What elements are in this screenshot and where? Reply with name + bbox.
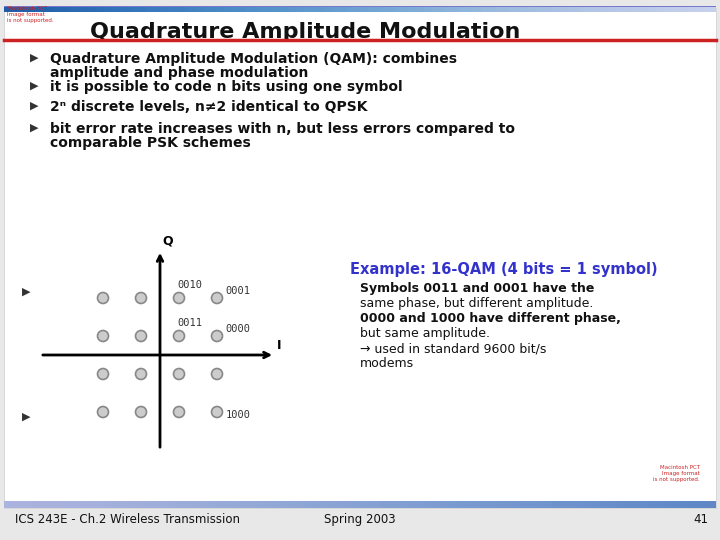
Circle shape bbox=[135, 368, 146, 380]
Text: ▶: ▶ bbox=[22, 287, 30, 297]
Bar bbox=[4, 501, 716, 508]
Text: ▶: ▶ bbox=[30, 123, 38, 133]
Circle shape bbox=[212, 330, 222, 341]
Text: ▶: ▶ bbox=[30, 53, 38, 63]
Text: ▶: ▶ bbox=[30, 81, 38, 91]
Text: ▶: ▶ bbox=[22, 412, 30, 422]
Text: bit error rate increases with n, but less errors compared to: bit error rate increases with n, but les… bbox=[50, 122, 515, 136]
Text: Quadrature Amplitude Modulation (QAM): combines: Quadrature Amplitude Modulation (QAM): c… bbox=[50, 52, 457, 66]
Circle shape bbox=[97, 368, 109, 380]
Circle shape bbox=[174, 293, 184, 303]
Circle shape bbox=[174, 368, 184, 380]
Text: Quadrature Amplitude Modulation: Quadrature Amplitude Modulation bbox=[90, 22, 521, 42]
Circle shape bbox=[97, 293, 109, 303]
Text: it is possible to code n bits using one symbol: it is possible to code n bits using one … bbox=[50, 80, 402, 94]
Text: Spring 2003: Spring 2003 bbox=[324, 513, 396, 526]
Circle shape bbox=[135, 293, 146, 303]
Circle shape bbox=[97, 330, 109, 341]
Circle shape bbox=[135, 407, 146, 417]
Text: Macintosh PCT
Image format
is not supported.: Macintosh PCT Image format is not suppor… bbox=[7, 6, 53, 23]
Text: I: I bbox=[277, 339, 282, 352]
Text: modems: modems bbox=[360, 357, 414, 370]
Text: → used in standard 9600 bit/s: → used in standard 9600 bit/s bbox=[360, 342, 546, 355]
Text: Q: Q bbox=[162, 234, 173, 247]
Text: 0001: 0001 bbox=[225, 286, 251, 296]
Circle shape bbox=[135, 330, 146, 341]
Text: Example: 16-QAM (4 bits = 1 symbol): Example: 16-QAM (4 bits = 1 symbol) bbox=[350, 262, 657, 277]
Circle shape bbox=[212, 407, 222, 417]
Circle shape bbox=[174, 407, 184, 417]
Bar bbox=[4, 6, 716, 12]
Text: 41: 41 bbox=[693, 513, 708, 526]
Circle shape bbox=[97, 407, 109, 417]
Circle shape bbox=[212, 368, 222, 380]
Text: comparable PSK schemes: comparable PSK schemes bbox=[50, 136, 251, 150]
Text: ICS 243E - Ch.2 Wireless Transmission: ICS 243E - Ch.2 Wireless Transmission bbox=[15, 513, 240, 526]
Text: 2ⁿ discrete levels, n≠2 identical to QPSK: 2ⁿ discrete levels, n≠2 identical to QPS… bbox=[50, 100, 367, 114]
Text: 0010: 0010 bbox=[177, 280, 202, 291]
Circle shape bbox=[174, 330, 184, 341]
Text: ▶: ▶ bbox=[30, 101, 38, 111]
Text: amplitude and phase modulation: amplitude and phase modulation bbox=[50, 66, 308, 80]
Text: but same amplitude.: but same amplitude. bbox=[360, 327, 490, 340]
Text: Macintosh PCT
Image format
is not supported.: Macintosh PCT Image format is not suppor… bbox=[653, 465, 700, 482]
Text: Symbols 0011 and 0001 have the: Symbols 0011 and 0001 have the bbox=[360, 282, 595, 295]
Text: same phase, but different amplitude.: same phase, but different amplitude. bbox=[360, 297, 593, 310]
Text: 1000: 1000 bbox=[225, 409, 251, 420]
Text: 0011: 0011 bbox=[177, 319, 202, 328]
Text: 0000 and 1000 have different phase,: 0000 and 1000 have different phase, bbox=[360, 312, 621, 325]
Circle shape bbox=[212, 293, 222, 303]
Text: 0000: 0000 bbox=[225, 324, 251, 334]
